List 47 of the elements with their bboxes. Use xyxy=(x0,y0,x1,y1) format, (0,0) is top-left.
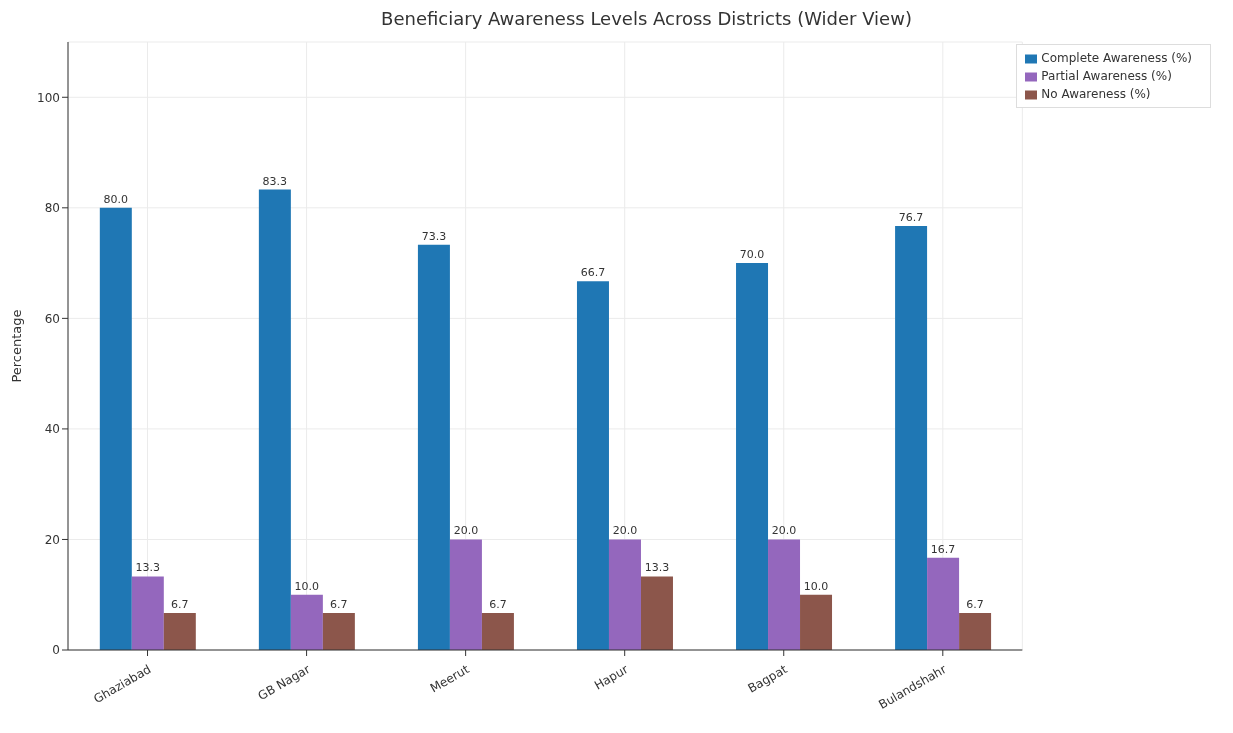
bar xyxy=(99,207,132,650)
bar xyxy=(576,281,609,650)
bar xyxy=(417,244,450,650)
y-tick-label: 40 xyxy=(44,422,60,437)
data-label: 20.0 xyxy=(771,524,797,538)
data-label: 6.7 xyxy=(489,597,507,611)
data-label: 73.3 xyxy=(421,229,447,243)
bar xyxy=(481,612,514,650)
bar xyxy=(927,557,960,650)
data-label: 16.7 xyxy=(930,542,956,556)
bar xyxy=(895,226,928,650)
y-axis-title: Percentage xyxy=(8,309,24,383)
data-label: 66.7 xyxy=(580,266,606,280)
bar xyxy=(800,594,833,650)
bar xyxy=(640,576,673,650)
data-label: 10.0 xyxy=(803,579,829,593)
data-label: 76.7 xyxy=(898,211,924,225)
data-label: 13.3 xyxy=(135,561,161,575)
legend-label: Complete Awareness (%) xyxy=(1041,51,1192,65)
bar xyxy=(768,539,801,650)
y-tick-label: 60 xyxy=(44,311,60,326)
y-tick-label: 80 xyxy=(44,201,60,216)
y-tick-label: 100 xyxy=(37,90,60,105)
data-label: 20.0 xyxy=(612,524,638,538)
bar xyxy=(959,612,992,650)
y-tick-label: 0 xyxy=(52,643,60,658)
y-tick-label: 20 xyxy=(44,532,60,547)
data-label: 10.0 xyxy=(294,579,320,593)
bar xyxy=(258,189,291,650)
legend-label: Partial Awareness (%) xyxy=(1041,69,1172,83)
data-label: 13.3 xyxy=(644,561,670,575)
bar xyxy=(736,263,769,650)
data-label: 80.0 xyxy=(103,192,129,206)
bar xyxy=(131,576,164,650)
bar xyxy=(290,594,323,650)
data-label: 6.7 xyxy=(330,597,348,611)
bar xyxy=(163,612,196,650)
data-label: 6.7 xyxy=(966,597,984,611)
data-label: 70.0 xyxy=(739,248,765,262)
data-label: 6.7 xyxy=(171,597,189,611)
bar xyxy=(322,612,355,650)
bar xyxy=(608,539,641,650)
chart-title: Beneficiary Awareness Levels Across Districts (Wider View) xyxy=(380,8,913,31)
bar xyxy=(449,539,482,650)
legend-label: No Awareness (%) xyxy=(1041,87,1151,101)
data-label: 20.0 xyxy=(453,524,479,538)
data-label: 83.3 xyxy=(262,174,288,188)
